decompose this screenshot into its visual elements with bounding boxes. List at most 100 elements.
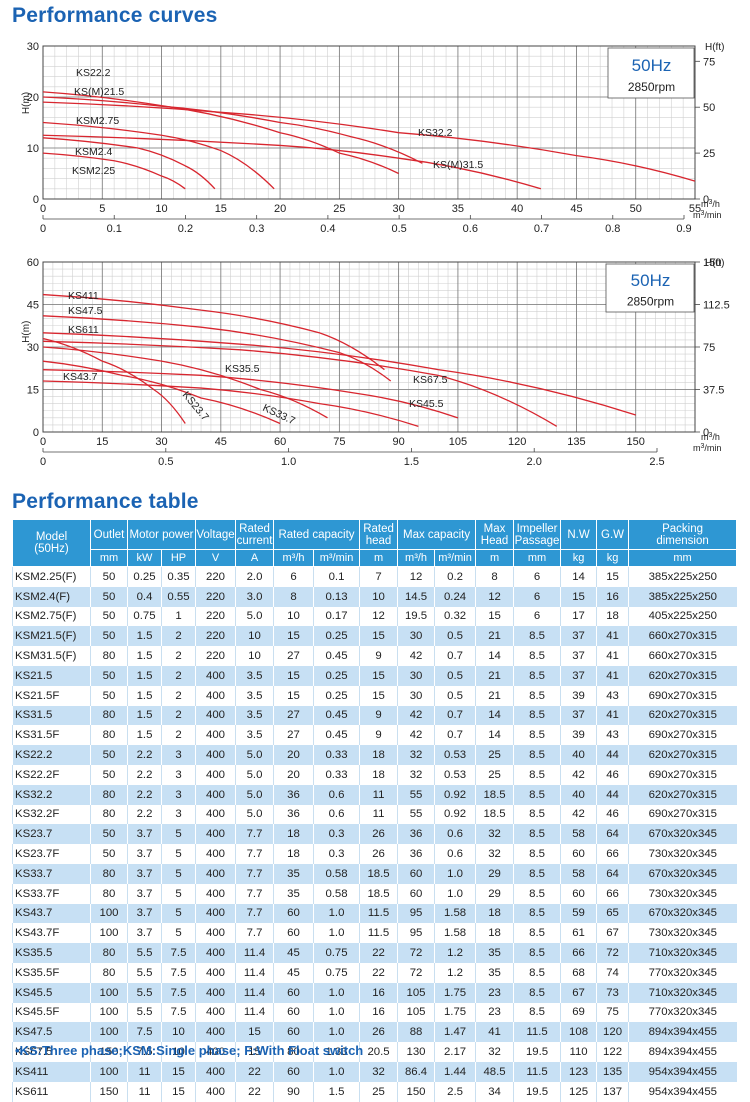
table-cell: KS67.5 bbox=[12, 1042, 91, 1062]
table-cell: 22 bbox=[359, 943, 398, 963]
table-cell: 73 bbox=[596, 982, 629, 1003]
unit-header: kg bbox=[596, 549, 630, 567]
table-cell: 37 bbox=[560, 646, 597, 666]
table-cell: 110 bbox=[560, 1042, 597, 1062]
x-tick-label: 35 bbox=[452, 203, 464, 215]
x-tick-label: 40 bbox=[511, 203, 523, 215]
table-cell: 710x320x345 bbox=[628, 943, 737, 963]
curve-label: KSM2.25 bbox=[72, 165, 115, 177]
table-cell: 12 bbox=[475, 586, 514, 607]
table-cell: 9 bbox=[359, 705, 398, 726]
table-header: Model (50Hz) Outlet Motor power Voltage Rated… bbox=[12, 519, 738, 567]
table-cell: 27 bbox=[273, 725, 314, 746]
table-cell: 2.5 bbox=[434, 1081, 476, 1102]
curve-ks411 bbox=[42, 293, 385, 371]
table-cell: 1.75 bbox=[434, 1002, 476, 1023]
table-cell: KS32.2 bbox=[12, 784, 91, 805]
unit-header: V bbox=[195, 549, 237, 567]
table-cell: 0.17 bbox=[313, 606, 360, 627]
table-cell: 66 bbox=[596, 883, 629, 904]
table-cell: 32 bbox=[397, 745, 435, 765]
table-cell: 59 bbox=[560, 903, 597, 924]
table-cell: 30 bbox=[397, 626, 435, 647]
table-cell: 3.7 bbox=[127, 863, 162, 884]
table-cell: 42 bbox=[397, 725, 435, 746]
x-tick-label: 10 bbox=[155, 203, 167, 215]
curve-ksm2-75 bbox=[42, 121, 275, 190]
table-cell: 25 bbox=[475, 764, 514, 785]
table-cell: 400 bbox=[195, 764, 236, 785]
table-cell: 5.0 bbox=[235, 804, 274, 825]
table-cell: 80 bbox=[90, 943, 128, 963]
y-tick-label: 30 bbox=[27, 342, 39, 354]
table-cell: 220 bbox=[195, 566, 236, 587]
table-cell: 80 bbox=[90, 962, 128, 983]
table-cell: 8.5 bbox=[513, 844, 561, 864]
table-cell: 14.5 bbox=[397, 586, 435, 607]
table-cell: 3 bbox=[160, 745, 196, 765]
table-cell: 42 bbox=[397, 646, 435, 666]
table-cell: 20.5 bbox=[359, 1042, 398, 1062]
table-cell: 5.5 bbox=[127, 943, 162, 963]
table-cell: 8.5 bbox=[513, 923, 561, 944]
table-cell: 45 bbox=[273, 943, 314, 963]
table-cell: 27 bbox=[273, 705, 314, 726]
y-tick-label: 15 bbox=[27, 385, 39, 397]
x-tick-label: 50 bbox=[630, 203, 642, 215]
x-tick-label: 30 bbox=[155, 436, 167, 448]
table-cell: 10 bbox=[235, 626, 274, 647]
table-row: KS47.5 100 7.5 10 400 15 60 1.0 26 88 1.47 41 11.5 10… bbox=[12, 1022, 737, 1043]
table-cell: 690x270x315 bbox=[628, 685, 737, 706]
table-cell: KSM2.4(F) bbox=[12, 586, 91, 607]
table-cell: 3.5 bbox=[235, 685, 274, 706]
y-tick-label: 0 bbox=[33, 194, 39, 206]
table-cell: 5.0 bbox=[235, 784, 274, 805]
table-cell: 670x320x345 bbox=[628, 863, 737, 884]
table-cell: 2.2 bbox=[127, 804, 162, 825]
table-cell: 10 bbox=[359, 586, 398, 607]
x-tick-label: 120 bbox=[508, 436, 526, 448]
table-cell: 7.7 bbox=[235, 923, 274, 944]
table-cell: 18.5 bbox=[359, 883, 398, 904]
table-cell: 25 bbox=[359, 1081, 398, 1102]
table-cell: 32 bbox=[475, 824, 514, 845]
table-cell: 385x225x250 bbox=[628, 566, 737, 587]
x-tick-label: 15 bbox=[96, 436, 108, 448]
curve-label: KS(M)21.5 bbox=[74, 86, 124, 98]
table-cell: 0.35 bbox=[160, 566, 196, 587]
x-secondary-tick-label: 0.4 bbox=[320, 223, 335, 235]
table-cell: 3.7 bbox=[127, 903, 162, 924]
table-cell: 120 bbox=[596, 1022, 629, 1043]
table-cell: 400 bbox=[195, 665, 236, 686]
table-cell: 400 bbox=[195, 982, 236, 1003]
table-cell: 32 bbox=[475, 844, 514, 864]
table-cell: 2.17 bbox=[434, 1042, 476, 1062]
table-cell: 12 bbox=[359, 606, 398, 627]
y-right-axis-label: H(ft) bbox=[705, 42, 724, 53]
table-cell: 130 bbox=[397, 1042, 435, 1062]
table-cell: 29 bbox=[475, 863, 514, 884]
table-cell: 23 bbox=[475, 982, 514, 1003]
table-cell: 5.0 bbox=[235, 764, 274, 785]
table-cell: 400 bbox=[195, 725, 236, 746]
frequency-label: 50Hz bbox=[631, 271, 671, 290]
table-cell: 670x320x345 bbox=[628, 903, 737, 924]
table-cell: 18.5 bbox=[359, 863, 398, 884]
table-row: KS33.7F 80 3.7 5 400 7.7 35 0.58 18.5 60 1.0 29 8.5 6… bbox=[12, 883, 737, 904]
table-cell: 385x225x250 bbox=[628, 586, 737, 607]
table-cell: 18 bbox=[273, 824, 314, 845]
column-header: Impeller Passage bbox=[513, 519, 562, 550]
table-cell: 37 bbox=[560, 705, 597, 726]
table-cell: 1.5 bbox=[127, 646, 162, 666]
table-cell: 8.5 bbox=[513, 665, 561, 686]
table-cell: 0.53 bbox=[434, 745, 476, 765]
table-cell: KS21.5F bbox=[12, 685, 91, 706]
table-cell: 18 bbox=[475, 903, 514, 924]
table-cell: 0.6 bbox=[313, 804, 360, 825]
table-cell: 80 bbox=[90, 883, 128, 904]
table-cell: 1.75 bbox=[434, 982, 476, 1003]
column-header: Max capacity bbox=[397, 519, 477, 550]
column-header: Motor power bbox=[126, 519, 197, 550]
table-cell: 9 bbox=[359, 725, 398, 746]
table-cell: 95 bbox=[397, 903, 435, 924]
